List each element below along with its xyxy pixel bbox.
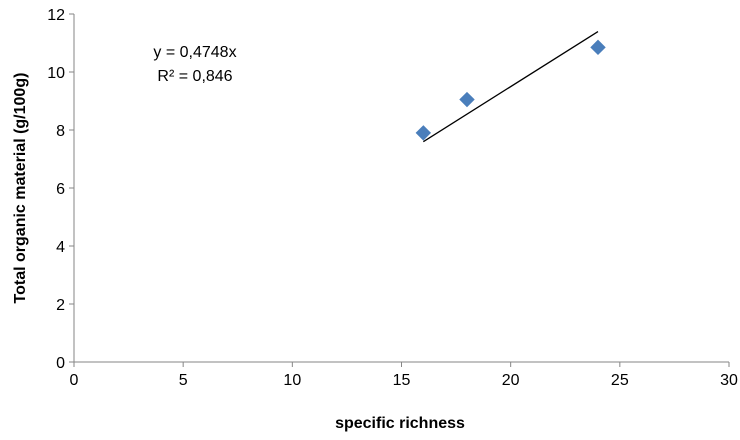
x-axis-title: specific richness xyxy=(335,415,465,432)
x-tick-label: 30 xyxy=(720,372,738,389)
x-tick-label: 0 xyxy=(70,372,79,389)
trendline-equation: y = 0,4748x xyxy=(153,44,236,61)
y-tick-label: 6 xyxy=(56,181,65,198)
data-point xyxy=(459,91,475,108)
x-tick-label: 5 xyxy=(179,372,188,389)
x-tick-labels: 0 5 10 15 20 25 30 xyxy=(70,372,738,389)
data-point xyxy=(415,125,432,141)
x-tick-label: 20 xyxy=(502,372,520,389)
x-tick-label: 25 xyxy=(611,372,629,389)
data-points xyxy=(415,39,606,141)
y-tick-label: 8 xyxy=(56,123,65,140)
axes xyxy=(69,13,730,367)
y-tick-labels: 0 2 4 6 8 10 12 xyxy=(47,7,65,372)
y-axis-title: Total organic material (g/100g) xyxy=(12,73,29,304)
data-point xyxy=(590,39,606,56)
y-tick-label: 10 xyxy=(47,65,65,82)
x-tick-label: 15 xyxy=(393,372,411,389)
x-tick-label: 10 xyxy=(283,372,301,389)
trendline-group xyxy=(422,30,599,143)
y-tick-label: 12 xyxy=(47,7,65,24)
y-tick-label: 0 xyxy=(56,355,65,372)
y-tick-label: 2 xyxy=(56,297,65,314)
r-squared-label: R² = 0,846 xyxy=(157,68,232,85)
trendline xyxy=(422,30,599,143)
y-tick-label: 4 xyxy=(56,239,65,256)
